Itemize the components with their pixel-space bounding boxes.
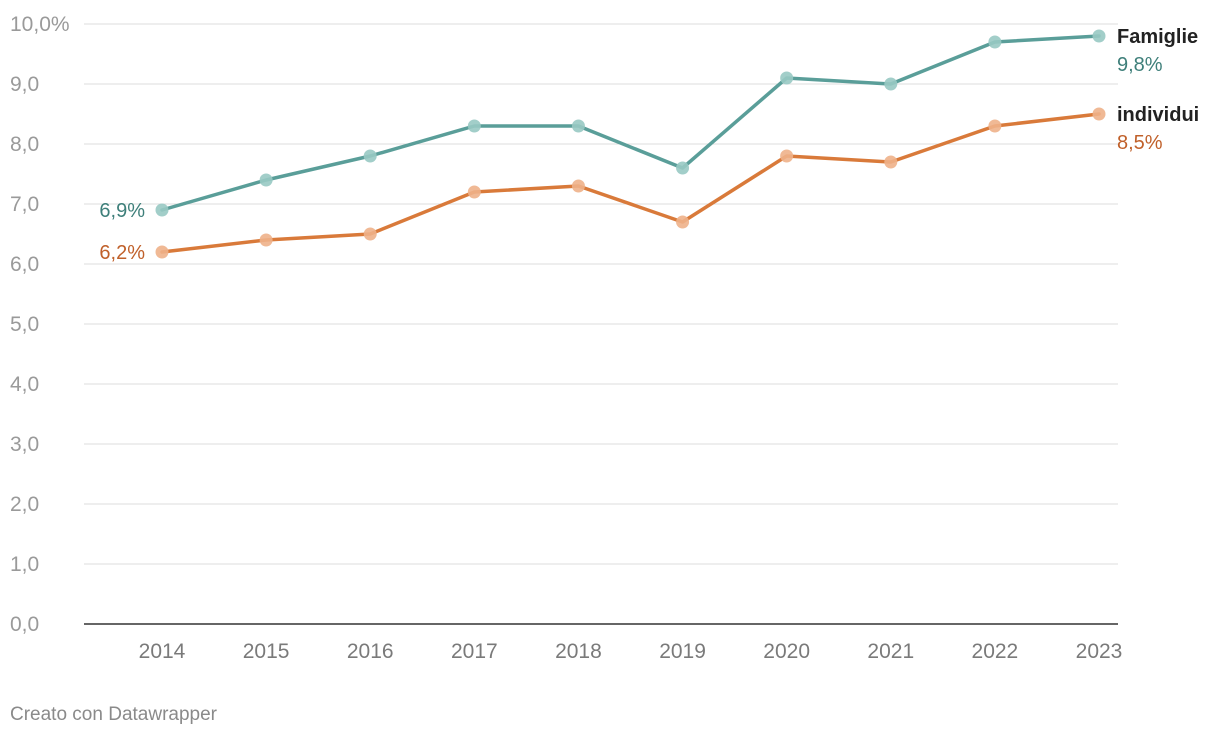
series-name-label-famiglie: Famiglie xyxy=(1117,26,1198,48)
y-axis-tick-labels: 0,0 1,0 2,0 3,0 4,0 5,0 6,0 7,0 8,0 9,0 10,0% xyxy=(10,13,70,636)
series-labels: 6,9% Famiglie 9,8% 6,2% individui 8,5% xyxy=(99,26,1199,264)
x-tick-label: 2016 xyxy=(347,640,394,663)
data-point-individui xyxy=(1092,107,1106,121)
y-tick-label: 6,0 xyxy=(10,253,39,276)
series-name-label-individui: individui xyxy=(1117,104,1199,126)
series-lines xyxy=(155,29,1106,259)
y-tick-label: 3,0 xyxy=(10,433,39,456)
series-line-famiglie xyxy=(160,34,1101,212)
x-tick-label: 2017 xyxy=(451,640,498,663)
footer-credit: Creato con Datawrapper xyxy=(10,704,217,725)
y-tick-label: 8,0 xyxy=(10,133,39,156)
x-tick-label: 2020 xyxy=(763,640,810,663)
data-point-individui xyxy=(988,119,1002,133)
data-point-individui xyxy=(259,233,273,247)
data-point-famiglie xyxy=(259,173,273,187)
data-point-individui xyxy=(155,245,169,259)
data-point-famiglie xyxy=(1092,29,1106,43)
data-point-famiglie xyxy=(467,119,481,133)
y-tick-label: 2,0 xyxy=(10,493,39,516)
start-value-label-individui: 6,2% xyxy=(99,242,145,264)
y-tick-label: 1,0 xyxy=(10,553,39,576)
data-point-famiglie xyxy=(780,71,794,85)
data-point-famiglie xyxy=(571,119,585,133)
data-point-individui xyxy=(884,155,898,169)
data-point-individui xyxy=(571,179,585,193)
data-point-famiglie xyxy=(676,161,690,175)
end-value-label-famiglie: 9,8% xyxy=(1117,54,1163,76)
y-tick-label: 5,0 xyxy=(10,313,39,336)
data-point-individui xyxy=(676,215,690,229)
x-tick-label: 2019 xyxy=(659,640,706,663)
data-point-famiglie xyxy=(155,203,169,217)
x-tick-label: 2022 xyxy=(972,640,1019,663)
data-point-individui xyxy=(780,149,794,163)
x-axis-tick-labels: 2014 2015 2016 2017 2018 2019 2020 2021 2022 2023 xyxy=(139,640,1123,663)
series-line-individui xyxy=(160,112,1101,254)
data-point-famiglie xyxy=(363,149,377,163)
x-tick-label: 2023 xyxy=(1076,640,1123,663)
y-tick-label: 0,0 xyxy=(10,613,39,636)
x-tick-label: 2014 xyxy=(139,640,186,663)
data-point-individui xyxy=(363,227,377,241)
y-tick-label: 7,0 xyxy=(10,193,39,216)
gridlines xyxy=(84,23,1118,625)
y-tick-label: 4,0 xyxy=(10,373,39,396)
data-point-individui xyxy=(467,185,481,199)
data-point-famiglie xyxy=(988,35,1002,49)
x-tick-label: 2021 xyxy=(867,640,914,663)
start-value-label-famiglie: 6,9% xyxy=(99,200,145,222)
y-tick-label: 9,0 xyxy=(10,73,39,96)
y-tick-label: 10,0% xyxy=(10,13,70,36)
x-tick-label: 2018 xyxy=(555,640,602,663)
x-tick-label: 2015 xyxy=(243,640,290,663)
data-point-famiglie xyxy=(884,77,898,91)
line-chart: 0,0 1,0 2,0 3,0 4,0 5,0 6,0 7,0 8,0 9,0 10,0% 2014… xyxy=(10,13,1199,663)
end-value-label-individui: 8,5% xyxy=(1117,132,1163,154)
